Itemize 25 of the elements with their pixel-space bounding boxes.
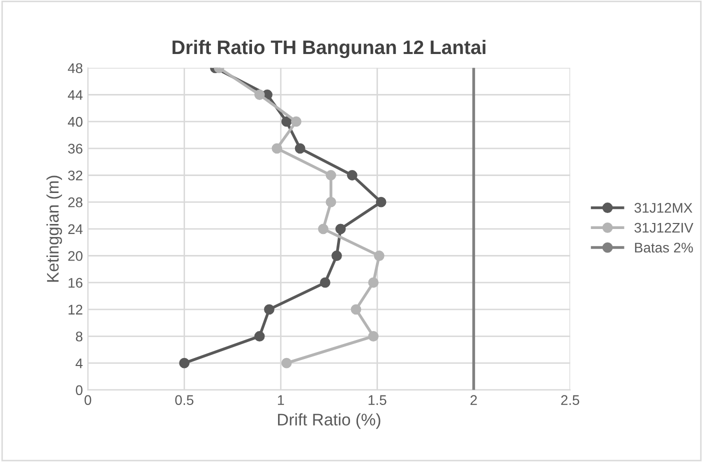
x-tick-label: 1 bbox=[278, 395, 284, 405]
chart-title: Drift Ratio TH Bangunan 12 Lantai bbox=[172, 40, 486, 58]
y-tick-label: 40 bbox=[68, 116, 82, 127]
y-tick-label: 36 bbox=[68, 144, 82, 154]
legend-label: 31J12ZIV bbox=[634, 222, 694, 233]
y-tick-label: 28 bbox=[68, 197, 82, 208]
x-axis-title: Drift Ratio (%) bbox=[278, 413, 380, 429]
x-tick-label: 0 bbox=[84, 395, 92, 405]
y-tick-label: 0 bbox=[76, 385, 82, 396]
x-tick-label: 0.5 bbox=[175, 395, 194, 405]
y-tick-label: 44 bbox=[68, 90, 83, 100]
y-tick-label: 16 bbox=[68, 278, 82, 288]
x-tick-label: 1.5 bbox=[368, 395, 386, 405]
y-tick-label: 8 bbox=[76, 332, 82, 342]
x-tick-label: 2.5 bbox=[561, 395, 580, 405]
y-tick-label: 20 bbox=[68, 251, 82, 261]
y-tick-label: 12 bbox=[68, 304, 82, 314]
y-tick-label: 48 bbox=[68, 63, 82, 74]
y-tick-label: 4 bbox=[76, 358, 83, 368]
x-tick-label: 2 bbox=[470, 395, 477, 405]
legend-label: 31J12MX bbox=[634, 202, 692, 213]
y-tick-label: 32 bbox=[68, 170, 82, 180]
legend-label: Batas 2% bbox=[635, 242, 693, 253]
y-axis-title: Ketinggian (m) bbox=[46, 176, 62, 282]
y-tick-label: 24 bbox=[68, 224, 83, 234]
